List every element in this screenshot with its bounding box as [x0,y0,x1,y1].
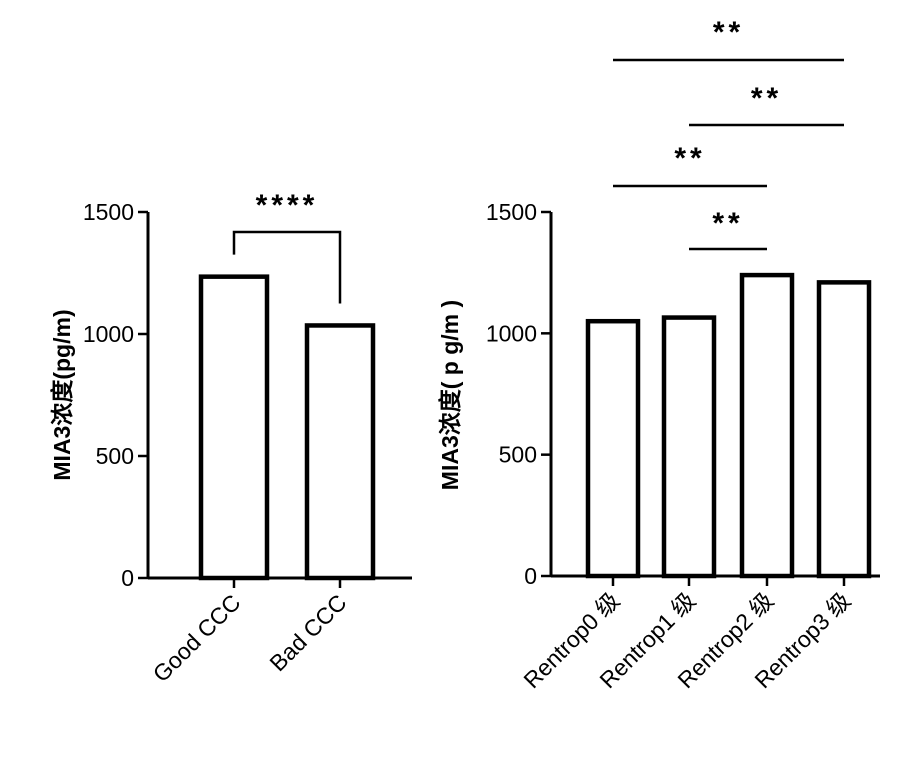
right-significance-label: ** [712,207,743,240]
left-y-tick-label: 1500 [83,199,134,225]
left-y-tick-label: 0 [121,565,134,591]
chart-rentrop-grade: 050010001500MIA3浓度( p g/m )Rentrop0 级Ren… [437,16,880,693]
right-bar [588,321,638,576]
right-y-tick-label: 500 [499,442,537,468]
right-bar [742,275,792,576]
left-y-axis-label: MIA3浓度(pg/m) [49,309,75,480]
right-y-tick-label: 0 [524,563,537,589]
left-bar [201,277,267,578]
right-significance-label: ** [674,142,705,175]
left-y-tick-label: 1000 [83,321,134,347]
right-y-tick-label: 1500 [486,199,537,225]
right-bar [664,318,714,576]
right-y-tick-label: 1000 [486,320,537,346]
left-significance-label: **** [256,189,319,222]
right-significance-label: ** [713,16,744,49]
left-category-label: Bad CCC [264,589,351,676]
left-bar [307,325,373,578]
right-significance-label: ** [751,82,782,115]
right-bar [819,282,869,576]
chart-good-bad-ccc: 0 500 1000 1500 MIA3浓度(pg/m) Good CCCBad CCC *… [49,189,412,687]
left-y-tick-label: 500 [96,443,134,469]
right-y-axis-label: MIA3浓度( p g/m ) [437,300,463,490]
left-category-label: Good CCC [148,589,246,687]
